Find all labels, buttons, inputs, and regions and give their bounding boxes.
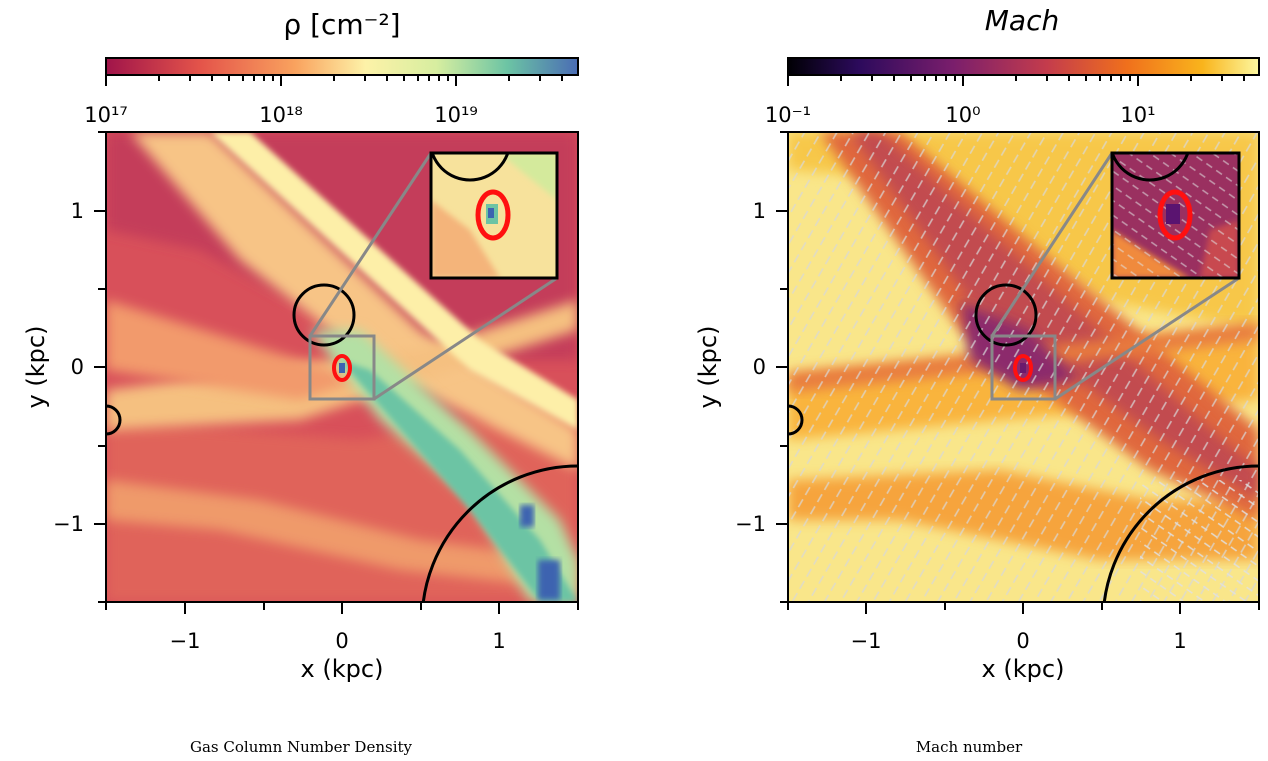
ytick-mach-0: 0 — [753, 355, 766, 379]
colorbar-density-ticks — [106, 75, 562, 86]
title-mach: Mach — [985, 4, 1059, 37]
cbar-tick-1e-1: 10⁻¹ — [765, 103, 811, 127]
cbar-tick-1e17: 10¹⁷ — [84, 103, 128, 127]
cbar-tick-1e1: 10¹ — [1120, 103, 1155, 127]
ytick-mach-neg1: −1 — [735, 512, 766, 536]
xtick-density-0: 0 — [335, 629, 348, 653]
ytick-mach-1: 1 — [753, 199, 766, 223]
xtick-mach-neg1: −1 — [851, 629, 882, 653]
ytick-density-0: 0 — [71, 355, 84, 379]
panel-density: ρ [cm⁻²] 10¹⁷ 10¹⁸ 10¹⁹ — [22, 8, 734, 761]
xtick-mach-0: 0 — [1016, 629, 1029, 653]
caption-mach: Mach number — [916, 738, 1023, 756]
cbar-tick-1e18: 10¹⁸ — [259, 103, 303, 127]
ytick-density-neg1: −1 — [53, 512, 84, 536]
colorbar-mach — [788, 58, 1259, 75]
cbar-tick-1e19: 10¹⁹ — [434, 103, 478, 127]
colorbar-mach-ticks — [788, 75, 1244, 86]
xtick-density-neg1: −1 — [170, 629, 201, 653]
panel-mach: Mach 10⁻¹ 10⁰ 10¹ — [694, 4, 1268, 761]
xlabel-mach: x (kpc) — [982, 655, 1065, 683]
ytick-density-1: 1 — [71, 199, 84, 223]
xtick-density-1: 1 — [492, 629, 505, 653]
density-map — [92, 132, 734, 761]
ylabel-density: y (kpc) — [22, 326, 50, 409]
caption-density: Gas Column Number Density — [190, 738, 413, 756]
cbar-tick-1e0: 10⁰ — [945, 103, 980, 127]
xtick-mach-1: 1 — [1173, 629, 1186, 653]
colorbar-density — [106, 58, 578, 75]
ylabel-mach: y (kpc) — [694, 326, 722, 409]
title-density: ρ [cm⁻²] — [283, 8, 400, 41]
xlabel-density: x (kpc) — [301, 655, 384, 683]
